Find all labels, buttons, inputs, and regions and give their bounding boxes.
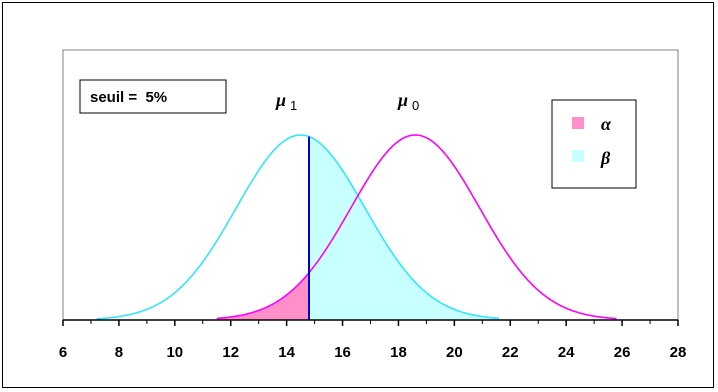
threshold-label: seuil = 5% — [90, 89, 167, 106]
x-tick-label: 22 — [502, 344, 519, 361]
x-tick-label: 28 — [670, 344, 687, 361]
svg-text:μ: μ — [275, 90, 286, 110]
x-tick-label: 20 — [446, 344, 463, 361]
h0-curve — [216, 134, 617, 320]
x-tick-label: 12 — [222, 344, 239, 361]
x-tick-label: 6 — [59, 344, 67, 361]
legend-alpha-label: α — [601, 114, 612, 134]
x-tick-label: 8 — [115, 344, 123, 361]
beta-area — [309, 136, 500, 320]
alpha-area — [216, 272, 309, 320]
legend-beta-swatch — [572, 150, 584, 162]
threshold-box: seuil = 5% — [79, 79, 227, 114]
x-tick-label: 18 — [390, 344, 407, 361]
legend: α β — [551, 99, 637, 189]
mu0-label: μ 0 — [397, 90, 419, 113]
x-tick-label: 14 — [278, 344, 295, 361]
h1-curve — [96, 134, 500, 320]
x-tick-label: 10 — [166, 344, 183, 361]
curves — [96, 134, 617, 320]
x-tick-label: 26 — [614, 344, 631, 361]
svg-text:μ: μ — [397, 90, 408, 110]
svg-text:0: 0 — [412, 98, 419, 113]
x-tick-label: 16 — [334, 344, 351, 361]
legend-alpha-swatch — [572, 117, 584, 129]
mu1-label: μ 1 — [275, 90, 297, 113]
legend-beta-label: β — [600, 148, 611, 168]
shaded-areas — [216, 136, 500, 320]
x-axis: 6 8 10 12 14 16 18 20 22 24 26 28 — [59, 319, 687, 361]
x-tick-label: 24 — [558, 344, 575, 361]
svg-text:1: 1 — [290, 98, 297, 113]
